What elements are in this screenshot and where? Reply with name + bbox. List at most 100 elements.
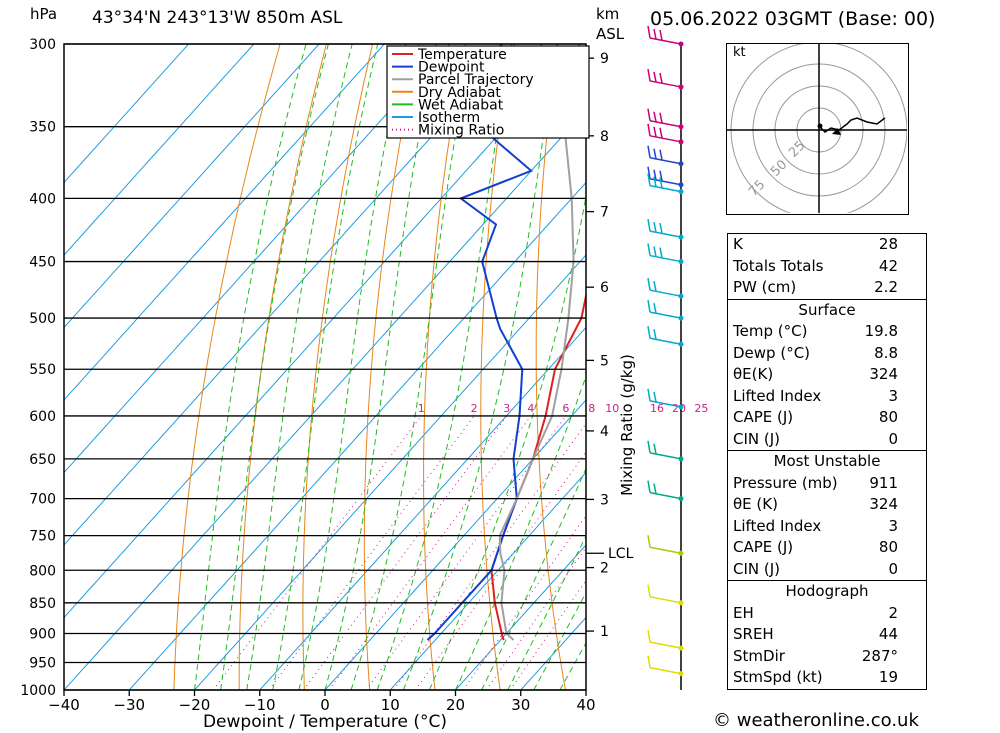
wind-barb-shaft [649, 546, 682, 554]
wind-barb [647, 630, 682, 649]
wind-barb [647, 243, 682, 263]
hodograph-stats-title: Hodograph [728, 580, 926, 603]
wind-barb-feather [653, 391, 657, 403]
mixing-ratio-line [509, 579, 586, 690]
km-tick-label: 2 [600, 561, 609, 577]
most-unstable-row: Lifted Index 3 [728, 516, 926, 538]
wind-barb-feather [659, 223, 663, 234]
hodograph: kt 25 50 75 [726, 41, 909, 219]
row-label: Temp (°C) [733, 322, 808, 340]
wind-barb-feather [647, 68, 651, 82]
most-unstable-row: CAPE (J) 80 [728, 537, 926, 559]
mixing-ratio-label: 2 [471, 402, 478, 415]
mixing-ratio-label: 3 [503, 402, 510, 415]
wind-barb-shaft [649, 641, 682, 649]
temperature-tick-label: −10 [244, 696, 276, 714]
wind-barb [647, 655, 682, 675]
wind-barb-feather [653, 169, 657, 180]
row-value: 3 [888, 516, 898, 535]
wind-barb [647, 299, 682, 319]
row-value: 19.8 [864, 322, 898, 340]
row-label: StmDir [733, 646, 785, 665]
hodograph-stats-row: StmDir 287° [728, 646, 926, 668]
wind-barb-feather [653, 148, 657, 159]
row-value: 80 [878, 408, 898, 426]
surface-row: CAPE (J) 80 [728, 407, 926, 429]
row-label: θE (K) [733, 495, 778, 513]
km-tick-label: 3 [600, 492, 609, 508]
pressure-tick-label: 800 [29, 563, 56, 579]
wind-barb [647, 278, 682, 297]
pressure-tick-label: 400 [29, 191, 56, 207]
wind-barb [647, 108, 682, 128]
index-row-k: K 28 [728, 234, 926, 256]
wind-barb [647, 145, 682, 165]
wind-barb-feather [653, 28, 657, 40]
wet-adiabat-line [298, 44, 407, 690]
wind-barb-feather [647, 535, 651, 548]
wind-barb [647, 326, 682, 346]
surface-row: Lifted Index 3 [728, 386, 926, 408]
isotherm-line [64, 44, 255, 256]
row-value: 8.8 [874, 343, 898, 362]
footer-credit[interactable]: © weatheronline.co.uk [713, 710, 919, 731]
wet-adiabat-line [455, 374, 586, 690]
row-label: K [733, 235, 743, 253]
location-title: 43°34'N 243°13'W 850m ASL [92, 8, 343, 28]
isotherm-line [520, 616, 586, 690]
wind-barb-shaft [649, 452, 682, 460]
wind-barb [647, 535, 682, 554]
temperature-tick-label: 10 [381, 696, 400, 714]
mixing-ratio-label: 4 [527, 402, 534, 415]
row-value: 80 [878, 538, 898, 556]
wind-barb-feather [647, 173, 651, 186]
isotherm-line [389, 471, 586, 690]
km-tick-label: 4 [600, 424, 609, 440]
wind-barb [647, 173, 682, 193]
wind-barb-feather [647, 243, 651, 256]
wind-barb-shaft [649, 156, 682, 165]
dry-adiabat-line [363, 44, 420, 690]
wind-barb-shaft [649, 135, 682, 143]
datetime-title: 05.06.2022 03GMT (Base: 00) [650, 8, 936, 30]
wind-barb-feather [653, 302, 657, 314]
surface-row: Temp (°C) 19.8 [728, 321, 926, 343]
mixing-ratio-label: 10 [605, 402, 619, 415]
row-label: Lifted Index [733, 516, 822, 535]
isotherm-line [64, 44, 385, 401]
wind-barb-feather [653, 71, 657, 83]
isotherm-line [194, 254, 586, 690]
surface-row: θE(K) 324 [728, 364, 926, 386]
wind-barb-feather [659, 247, 663, 258]
x-axis-title: Dewpoint / Temperature (°C) [203, 712, 447, 732]
wet-adiabat-line [246, 44, 353, 690]
mixing-ratio-line [414, 451, 586, 690]
wind-barb-feather [647, 278, 651, 291]
row-value: 911 [869, 473, 898, 492]
series-dewpoint [426, 44, 534, 641]
most-unstable-row: CIN (J) 0 [728, 559, 926, 581]
wind-barb-feather [647, 655, 651, 668]
wind-barb-shaft [649, 289, 682, 297]
wind-barb-shaft [649, 337, 682, 346]
asl-label: ASL [596, 25, 625, 43]
wind-barb-shaft [649, 119, 682, 128]
units-label: hPa [30, 5, 58, 23]
isotherm-line [64, 109, 586, 690]
mixing-ratio-label: 6 [562, 402, 569, 415]
wind-barb-shaft [649, 491, 682, 500]
plot-frame [63, 43, 587, 691]
wind-barb-shaft [649, 37, 682, 45]
wind-barb-feather [647, 630, 651, 643]
row-label: EH [733, 603, 754, 622]
row-value: 2.2 [874, 278, 898, 296]
dry-adiabat-line [974, 44, 1000, 690]
wind-barb-dot [678, 124, 684, 130]
wind-barb-feather [647, 145, 651, 158]
wind-barb-shaft [649, 311, 682, 319]
mixing-ratio-label: 1 [418, 402, 425, 415]
most-unstable-row: Pressure (mb) 911 [728, 473, 926, 495]
wet-adiabat-line [507, 535, 586, 690]
pressure-tick-label: 750 [29, 529, 56, 545]
